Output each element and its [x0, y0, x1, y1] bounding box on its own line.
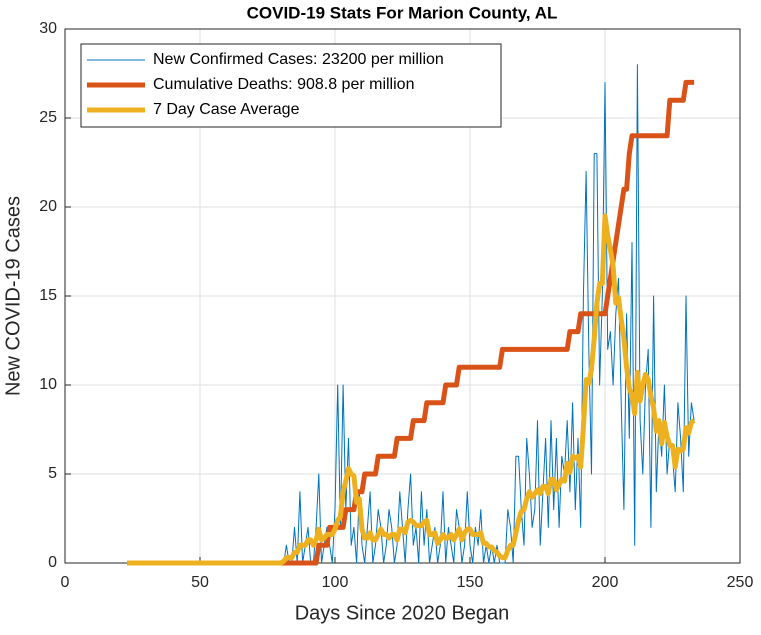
x-axis-label: Days Since 2020 Began — [295, 602, 510, 624]
x-tick-label: 250 — [727, 574, 754, 591]
legend-label: Cumulative Deaths: 908.8 per million — [153, 76, 414, 93]
y-tick-label: 25 — [39, 109, 57, 126]
y-tick-label: 0 — [48, 554, 57, 571]
x-tick-label: 50 — [191, 574, 209, 591]
x-tick-label: 150 — [457, 574, 484, 591]
y-tick-label: 10 — [39, 376, 57, 393]
y-axis-label: New COVID-19 Cases — [2, 196, 24, 396]
y-tick-label: 5 — [48, 465, 57, 482]
legend-box — [80, 43, 502, 128]
x-tick-label: 100 — [322, 574, 349, 591]
axes-box — [64, 28, 741, 564]
chart-title: COVID-19 Stats For Marion County, AL — [247, 3, 558, 22]
legend-label: 7 Day Case Average — [153, 101, 300, 118]
y-tick-label: 20 — [39, 198, 57, 215]
series-line — [127, 213, 696, 566]
x-tick-label: 0 — [61, 574, 70, 591]
x-tick-label: 200 — [592, 574, 619, 591]
legend-label: New Confirmed Cases: 23200 per million — [153, 51, 444, 68]
y-tick-label: 15 — [39, 287, 57, 304]
y-tick-label: 30 — [39, 20, 57, 37]
